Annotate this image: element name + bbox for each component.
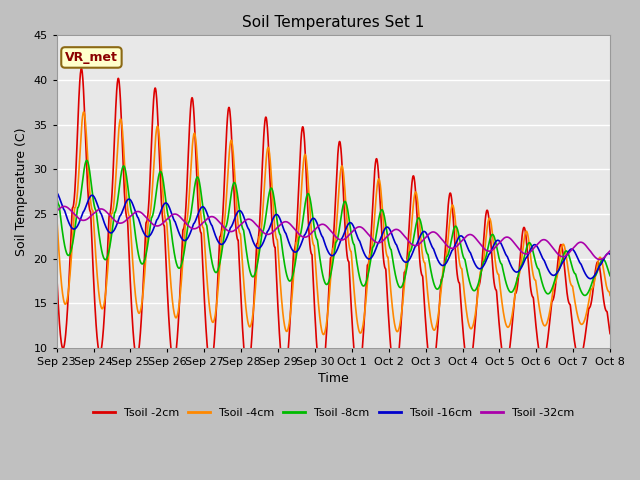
Title: Soil Temperatures Set 1: Soil Temperatures Set 1 (242, 15, 424, 30)
Tsoil -8cm (260, 225, 268, 230)
Tsoil -8cm (53, 194, 61, 200)
Tsoil -2cm (282, 371, 289, 376)
Tsoil -4cm (260, 189, 268, 195)
Tsoil -2cm (279, 369, 287, 374)
Tsoil -16cm (606, 252, 614, 257)
Tsoil -16cm (278, 223, 286, 228)
Tsoil -2cm (431, 355, 439, 360)
Tsoil -16cm (282, 230, 289, 236)
Tsoil -4cm (282, 327, 289, 333)
Tsoil -32cm (172, 211, 179, 217)
Line: Tsoil -2cm: Tsoil -2cm (57, 69, 610, 380)
Tsoil -8cm (85, 163, 93, 168)
Line: Tsoil -32cm: Tsoil -32cm (57, 206, 610, 260)
Tsoil -8cm (172, 255, 179, 261)
Tsoil -8cm (279, 250, 287, 255)
Line: Tsoil -16cm: Tsoil -16cm (57, 192, 610, 279)
Tsoil -2cm (260, 129, 268, 135)
Tsoil -16cm (53, 190, 61, 195)
Tsoil -4cm (53, 213, 61, 218)
Tsoil -32cm (279, 220, 287, 226)
Line: Tsoil -4cm: Tsoil -4cm (57, 112, 610, 335)
Tsoil -32cm (85, 215, 93, 221)
Tsoil -8cm (606, 273, 614, 278)
Tsoil -16cm (586, 276, 594, 282)
Line: Tsoil -8cm: Tsoil -8cm (57, 160, 610, 295)
Tsoil -2cm (172, 355, 179, 361)
Tsoil -16cm (431, 249, 438, 254)
Tsoil -4cm (85, 172, 93, 178)
X-axis label: Time: Time (318, 372, 349, 385)
Tsoil -16cm (260, 239, 268, 244)
Tsoil -2cm (317, 377, 325, 383)
Tsoil -2cm (77, 66, 85, 72)
Tsoil -4cm (431, 326, 439, 332)
Tsoil -32cm (282, 219, 289, 225)
Tsoil -8cm (83, 157, 91, 163)
Tsoil -32cm (260, 230, 268, 236)
Tsoil -16cm (84, 197, 92, 203)
Tsoil -8cm (282, 267, 289, 273)
Tsoil -4cm (606, 293, 614, 299)
Tsoil -32cm (53, 208, 61, 214)
Tsoil -8cm (581, 292, 589, 298)
Tsoil -4cm (319, 332, 327, 337)
Tsoil -32cm (431, 229, 438, 235)
Tsoil -8cm (431, 283, 438, 289)
Tsoil -4cm (172, 314, 179, 320)
Legend: Tsoil -2cm, Tsoil -4cm, Tsoil -8cm, Tsoil -16cm, Tsoil -32cm: Tsoil -2cm, Tsoil -4cm, Tsoil -8cm, Tsoi… (88, 403, 579, 422)
Tsoil -4cm (80, 109, 88, 115)
Tsoil -2cm (85, 200, 93, 205)
Tsoil -4cm (279, 310, 287, 315)
Tsoil -16cm (171, 218, 179, 224)
Tsoil -32cm (60, 204, 68, 209)
Text: VR_met: VR_met (65, 51, 118, 64)
Tsoil -32cm (596, 257, 604, 263)
Tsoil -32cm (606, 248, 614, 254)
Tsoil -2cm (53, 271, 61, 276)
Y-axis label: Soil Temperature (C): Soil Temperature (C) (15, 127, 28, 256)
Tsoil -2cm (606, 331, 614, 336)
